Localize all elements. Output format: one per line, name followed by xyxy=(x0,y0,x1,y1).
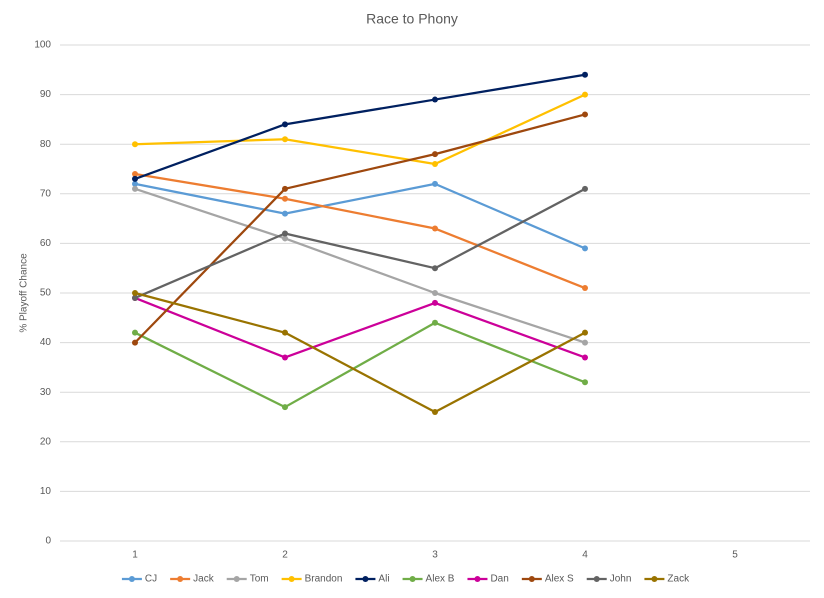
data-point xyxy=(282,230,288,237)
data-point xyxy=(282,329,288,336)
series-line xyxy=(134,187,586,344)
data-point xyxy=(132,180,138,187)
data-point xyxy=(282,121,288,128)
legend-label: Ali xyxy=(378,574,389,585)
data-point xyxy=(132,175,138,182)
series-line xyxy=(134,187,586,299)
data-point xyxy=(132,290,138,296)
data-point xyxy=(282,185,288,192)
data-point xyxy=(132,294,138,301)
legend-marker xyxy=(528,576,535,582)
legend-marker xyxy=(177,576,184,582)
x-tick-label: 4 xyxy=(582,550,588,561)
data-point xyxy=(432,225,438,232)
data-point xyxy=(132,185,138,192)
data-point xyxy=(432,151,438,158)
data-point xyxy=(282,136,288,143)
data-point xyxy=(432,290,438,296)
data-point xyxy=(582,285,588,292)
data-point xyxy=(432,319,438,326)
data-point xyxy=(282,354,288,361)
data-point xyxy=(582,111,588,118)
legend-item: Alex B xyxy=(402,574,455,585)
series-line xyxy=(134,172,586,290)
legend-label: Alex S xyxy=(545,574,574,585)
legend-label: CJ xyxy=(145,574,157,585)
legend-item: CJ xyxy=(121,574,157,585)
legend-item: John xyxy=(586,574,632,585)
x-tick-label: 5 xyxy=(732,550,738,561)
legend-item: Alex S xyxy=(521,574,574,585)
data-point xyxy=(432,96,438,103)
legend-marker xyxy=(362,576,369,582)
data-point xyxy=(432,409,438,416)
series-line xyxy=(134,73,586,180)
legend-item: Tom xyxy=(226,574,269,585)
legend-item: Zack xyxy=(644,574,690,585)
y-tick-label: 30 xyxy=(40,387,52,398)
y-axis-label: % Playoff Chance xyxy=(19,253,30,333)
series-line xyxy=(134,321,586,409)
legend-label: Jack xyxy=(193,574,215,585)
legend-item: Dan xyxy=(467,574,509,585)
data-point xyxy=(282,195,288,202)
legend-label: Alex B xyxy=(426,574,455,585)
legend-marker xyxy=(409,576,416,582)
series-line xyxy=(134,93,586,166)
legend-label: Tom xyxy=(250,574,269,585)
y-tick-label: 0 xyxy=(45,536,51,547)
data-point xyxy=(582,185,588,192)
legend-label: Zack xyxy=(667,574,690,585)
data-point xyxy=(582,379,588,386)
data-point xyxy=(582,91,588,98)
y-tick-label: 40 xyxy=(40,337,52,348)
legend-marker xyxy=(474,576,481,582)
chart-title: Race to Phony xyxy=(366,11,458,27)
data-point xyxy=(582,354,588,361)
x-tick-label: 3 xyxy=(432,550,438,561)
y-tick-label: 80 xyxy=(40,139,52,150)
legend-marker xyxy=(288,576,295,582)
legend-label: Brandon xyxy=(305,574,343,585)
legend-item: Brandon xyxy=(281,574,343,585)
data-point xyxy=(132,329,138,336)
legend-marker xyxy=(651,576,658,582)
data-point xyxy=(432,265,438,272)
data-point xyxy=(132,170,138,177)
legend-label: John xyxy=(610,574,632,585)
legend-marker xyxy=(593,576,600,582)
y-tick-label: 10 xyxy=(40,486,52,497)
legend-marker xyxy=(128,576,135,582)
x-tick-label: 1 xyxy=(132,550,138,561)
data-point xyxy=(582,329,588,336)
y-tick-label: 90 xyxy=(40,89,52,100)
data-point xyxy=(432,299,438,306)
data-point xyxy=(582,339,588,346)
data-point xyxy=(432,180,438,187)
legend-item: Ali xyxy=(355,574,390,585)
y-tick-label: 60 xyxy=(40,238,52,249)
data-point xyxy=(132,339,138,346)
data-point xyxy=(582,71,588,78)
series-line xyxy=(134,113,586,344)
legend-marker xyxy=(233,576,240,582)
y-tick-label: 100 xyxy=(34,40,51,51)
data-point xyxy=(282,210,288,217)
data-point xyxy=(132,141,138,148)
data-point xyxy=(432,161,438,168)
y-tick-label: 70 xyxy=(40,188,52,199)
y-tick-label: 20 xyxy=(40,436,52,447)
x-tick-label: 2 xyxy=(282,550,288,561)
y-tick-label: 50 xyxy=(40,288,52,299)
data-point xyxy=(282,404,288,411)
legend-label: Dan xyxy=(490,574,508,585)
data-point xyxy=(282,235,288,242)
series-line xyxy=(134,296,586,359)
legend-item: Jack xyxy=(170,574,215,585)
data-point xyxy=(582,245,588,252)
series-line xyxy=(134,291,586,414)
series-line xyxy=(134,182,586,250)
